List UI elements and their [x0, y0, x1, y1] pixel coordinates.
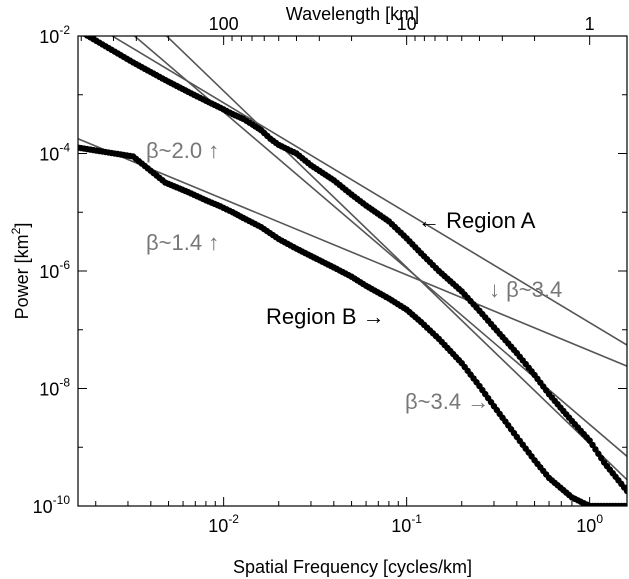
annotations: β~2.0 ↑ ← Region A ↓ β~3.4 β~1.4 ↑ Region B …	[146, 138, 562, 414]
y-tick-label: 10-2	[39, 23, 70, 47]
y-tick-label: 10-8	[39, 376, 70, 400]
annotation-4: β~1.4 ↑	[146, 230, 219, 255]
y-axis-label: Power [km2]	[9, 223, 32, 320]
top-tick-label: 100	[209, 14, 239, 34]
annotation-1: β~2.0 ↑	[146, 138, 219, 163]
x-tick-label: 10-2	[208, 512, 239, 536]
x-tick-label: 100	[576, 512, 603, 536]
data-markers	[75, 27, 627, 506]
axis-ticks: 10-2 10-1 100 10-2 10-4 10-6 10-8 10-10 100 10 1	[33, 14, 627, 536]
data-point-a	[75, 27, 81, 33]
annotation-3: ↓ β~3.4	[489, 277, 562, 302]
data-point-a	[623, 487, 627, 495]
data-point-b	[623, 502, 627, 506]
fit-line-4	[78, 138, 627, 367]
top-tick-label: 10	[397, 14, 417, 34]
fit-lines	[78, 36, 627, 481]
y-tick-label: 10-10	[33, 493, 71, 517]
top-tick-label: 1	[585, 14, 595, 34]
x-axis-label: Spatial Frequency [cycles/km]	[233, 557, 472, 577]
y-tick-label: 10-6	[39, 258, 70, 282]
fit-line-1	[110, 36, 627, 346]
x-tick-label: 10-1	[391, 512, 422, 536]
top-axis-label: Wavelength [km]	[286, 4, 419, 24]
data-point-a	[78, 29, 84, 35]
annotation-2: ← Region A	[418, 208, 536, 233]
fit-line-3	[165, 36, 627, 481]
plot-frame	[77, 35, 628, 507]
annotation-5: Region B →	[266, 304, 385, 329]
annotation-6: β~3.4 →	[405, 389, 489, 414]
y-tick-label: 10-4	[39, 141, 70, 165]
